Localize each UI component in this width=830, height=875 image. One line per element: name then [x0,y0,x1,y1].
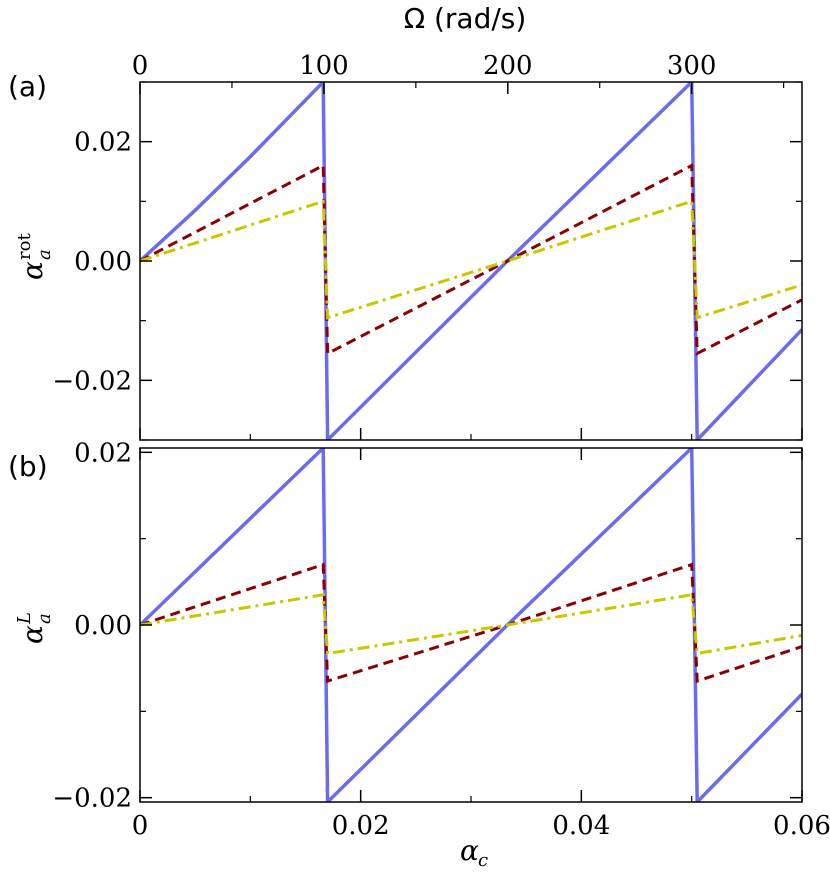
top-x-tick-label: 100 [299,51,349,81]
y-tick-label: 0.02 [74,128,132,158]
plot-frame [139,81,803,441]
panel-label-a: (a) [8,70,47,103]
series-solid-line [140,448,802,802]
series-dashed-line [140,562,802,684]
y-tick-label: 0.02 [74,438,132,468]
panel-a-ylabel: α rot a [14,233,55,280]
x-tick-label: 0.02 [332,811,390,841]
svg-text:c: c [478,850,488,871]
svg-text:α: α [16,261,49,280]
series-dashed-line [140,163,802,356]
series-dashdot-line [140,199,802,320]
top-x-tick-label: 200 [483,51,533,81]
x-tick-label: 0 [132,811,149,841]
bottom-axis-title: α c [460,834,488,871]
panel-a: −0.02 0.00 0.02 0 100 200 300 [52,51,803,441]
top-x-tick-label: 300 [667,51,717,81]
y-tick-label: −0.02 [52,366,132,396]
svg-text:α: α [16,625,49,644]
plot-area [140,448,802,802]
svg-text:rot: rot [14,233,35,260]
plot-area [140,82,802,440]
svg-text:a: a [34,613,55,624]
x-tick-label: 0.04 [552,811,610,841]
y-tick-label: −0.02 [52,784,132,814]
svg-text:α: α [460,834,479,867]
panel-b: −0.02 0.00 0.02 0 0.02 0.04 0.06 [52,438,830,841]
panel-label-b: (b) [8,450,48,483]
series-dashdot-line [140,593,802,656]
plot-frame [139,447,803,803]
top-x-tick-label: 0 [132,51,149,81]
svg-text:L: L [14,612,35,625]
y-tick-label: 0.00 [74,611,132,641]
x-tick-label: 0.06 [773,811,830,841]
svg-text:a: a [34,249,55,260]
top-axis-title: Ω (rad/s) [404,2,527,35]
series-solid-line [140,82,802,440]
panel-b-ylabel: α L a [14,612,55,644]
y-tick-label: 0.00 [74,247,132,277]
